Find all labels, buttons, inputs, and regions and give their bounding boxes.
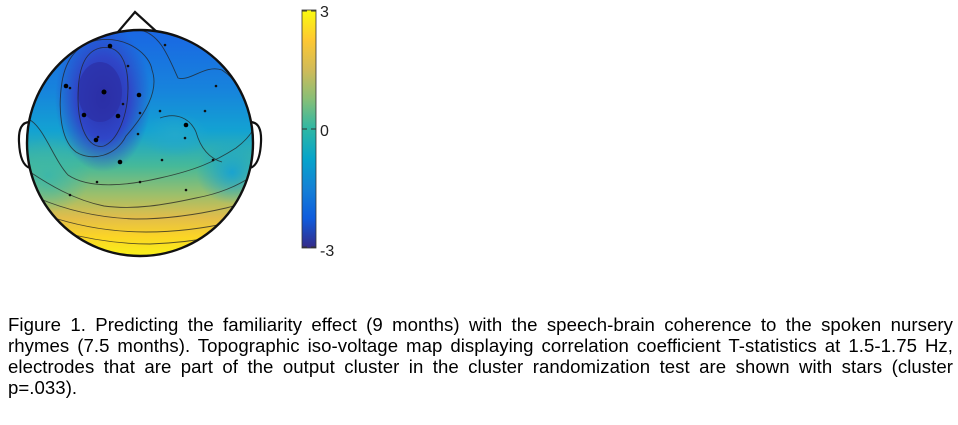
- scalp-field: [27, 30, 253, 256]
- colorbar-ticks: [302, 10, 316, 248]
- colorbar-tick-zero: 0: [320, 123, 329, 140]
- cluster-electrode-stars: [63, 43, 189, 165]
- colorbar-tick-min: -3: [320, 243, 334, 260]
- topographic-map-figure: 3 0 -3: [17, 4, 334, 260]
- figure-caption: Figure 1. Predicting the familiarity eff…: [8, 314, 953, 398]
- electrode-dots: [68, 43, 218, 197]
- head-outline: [25, 28, 255, 258]
- colorbar-tick-max: 3: [320, 4, 329, 21]
